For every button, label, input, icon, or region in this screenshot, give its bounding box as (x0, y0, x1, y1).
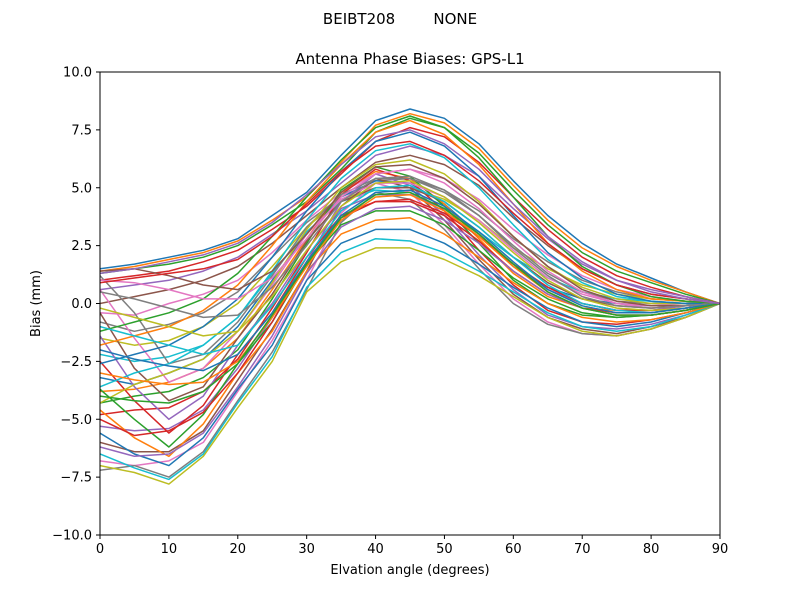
series-line-2 (100, 112, 720, 305)
series-line-19 (100, 247, 720, 485)
y-tick-label: 7.5 (71, 123, 92, 138)
series-line-36 (100, 163, 720, 307)
y-tick-label: −10.0 (52, 529, 92, 544)
x-tick-label: 70 (574, 542, 591, 557)
series-layer (100, 108, 720, 485)
series-line-21 (100, 228, 720, 467)
x-tick-label: 10 (161, 542, 178, 557)
figure-suptitle: BEIBT208 NONE (323, 10, 477, 28)
x-tick-label: 50 (436, 542, 453, 557)
series-line-38 (100, 175, 720, 319)
series-line-22 (100, 217, 720, 458)
series-line-31 (100, 131, 720, 365)
series-line-44 (100, 140, 720, 305)
series-line-39 (100, 180, 720, 337)
x-axis-label: Elvation angle (degrees) (330, 563, 489, 578)
x-tick-label: 80 (643, 542, 660, 557)
series-line-30 (100, 143, 720, 388)
series-line-23 (100, 210, 720, 448)
series-line-37 (100, 168, 720, 309)
series-line-20 (100, 237, 720, 481)
series-line-40 (100, 184, 720, 356)
x-tick-label: 40 (367, 542, 384, 557)
x-tick-label: 30 (298, 542, 315, 557)
x-axis-ticks: 0 10 20 30 40 50 60 70 80 90 (96, 535, 728, 557)
y-tick-label: −2.5 (60, 355, 92, 370)
series-line-4 (100, 126, 720, 305)
y-tick-label: −7.5 (60, 471, 92, 486)
chart-title: Antenna Phase Biases: GPS-L1 (295, 50, 524, 68)
series-line-43 (100, 191, 720, 404)
y-axis-label: Bias (mm) (29, 270, 44, 337)
series-line-41 (100, 189, 720, 372)
x-tick-label: 0 (96, 542, 104, 557)
x-tick-label: 90 (712, 542, 729, 557)
series-line-1 (100, 108, 720, 305)
series-line-32 (100, 119, 720, 346)
y-tick-label: 10.0 (63, 66, 92, 81)
y-tick-label: 0.0 (71, 297, 92, 312)
y-tick-label: −5.0 (60, 413, 92, 428)
series-line-3 (100, 117, 720, 305)
series-line-29 (100, 159, 720, 404)
x-tick-label: 60 (505, 542, 522, 557)
y-tick-label: 2.5 (71, 239, 92, 254)
y-tick-label: 5.0 (71, 181, 92, 196)
series-line-45 (100, 129, 720, 305)
x-tick-label: 20 (230, 542, 247, 557)
y-axis-ticks: −10.0 −7.5 −5.0 −2.5 0.0 2.5 5.0 7.5 10.0 (52, 66, 100, 544)
